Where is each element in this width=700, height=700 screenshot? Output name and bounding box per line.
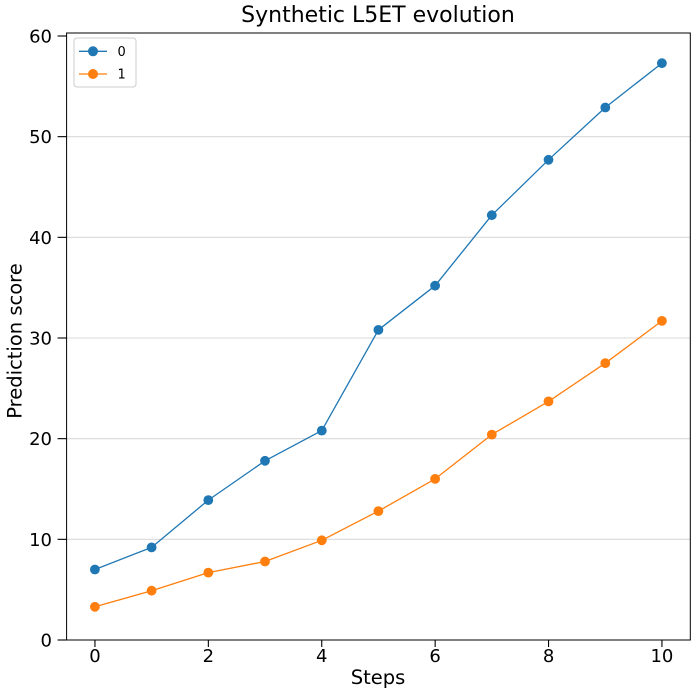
axes-spines	[66, 32, 691, 641]
data-point-series-1-x4	[316, 535, 327, 546]
x-tick-label-0: 0	[89, 646, 100, 667]
data-point-series-0-x2	[203, 495, 214, 505]
data-point-series-1-x0	[90, 601, 100, 612]
y-tick-label-0: 0	[41, 631, 52, 652]
data-point-series-1-x10	[657, 316, 667, 326]
data-point-series-1-x5	[373, 506, 384, 516]
legend-marker-icon-0	[88, 46, 98, 57]
data-point-series-0-x4	[316, 425, 327, 436]
y-tick-label-40: 40	[29, 228, 52, 249]
data-point-series-1-x7	[486, 429, 497, 440]
data-point-series-0-x1	[146, 542, 157, 553]
x-axis-label: Steps	[350, 666, 406, 689]
data-point-series-1-x2	[203, 567, 214, 578]
legend-box	[73, 37, 137, 88]
data-point-series-0-x9	[600, 102, 611, 113]
x-tick-label-6: 6	[429, 646, 440, 667]
legend-label-1: 1	[118, 68, 126, 83]
x-tick-label-8: 8	[543, 646, 554, 667]
legend-marker-icon-1	[88, 69, 98, 79]
gridlines	[66, 136, 691, 540]
data-point-series-1-x8	[543, 396, 554, 407]
x-axis: 0 2 4 6 8 10	[89, 640, 673, 667]
y-tick-label-60: 60	[29, 27, 52, 48]
y-axis-label: Prediction score	[3, 263, 27, 419]
y-tick-label-50: 50	[29, 127, 52, 148]
data-point-series-1-x6	[430, 474, 440, 484]
data-point-series-0-x3	[260, 455, 270, 466]
series-0-line	[94, 62, 663, 571]
y-axis: 0 10 20 30 40 50 60	[29, 27, 67, 652]
data-point-series-0-x5	[373, 325, 384, 335]
y-tick-label-20: 20	[29, 429, 52, 450]
y-tick-label-10: 10	[29, 530, 52, 551]
x-tick-label-2: 2	[203, 646, 214, 667]
data-point-series-1-x3	[260, 556, 270, 567]
series-group	[90, 58, 667, 612]
data-point-series-0-x7	[486, 210, 497, 221]
data-point-series-0-x10	[657, 58, 667, 69]
data-point-series-0-x8	[543, 154, 554, 165]
data-point-series-1-x9	[600, 358, 611, 369]
chart-title: Synthetic L5ET evolution	[241, 3, 515, 28]
x-tick-label-10: 10	[650, 646, 673, 667]
data-point-series-1-x1	[146, 585, 157, 596]
legend-label-0: 0	[118, 45, 126, 60]
y-tick-label-30: 30	[29, 329, 52, 350]
series-1-line	[94, 320, 663, 608]
x-tick-label-4: 4	[316, 646, 327, 667]
data-point-series-0-x6	[430, 280, 440, 291]
legend: 01	[73, 37, 137, 88]
data-point-series-0-x0	[90, 564, 100, 575]
